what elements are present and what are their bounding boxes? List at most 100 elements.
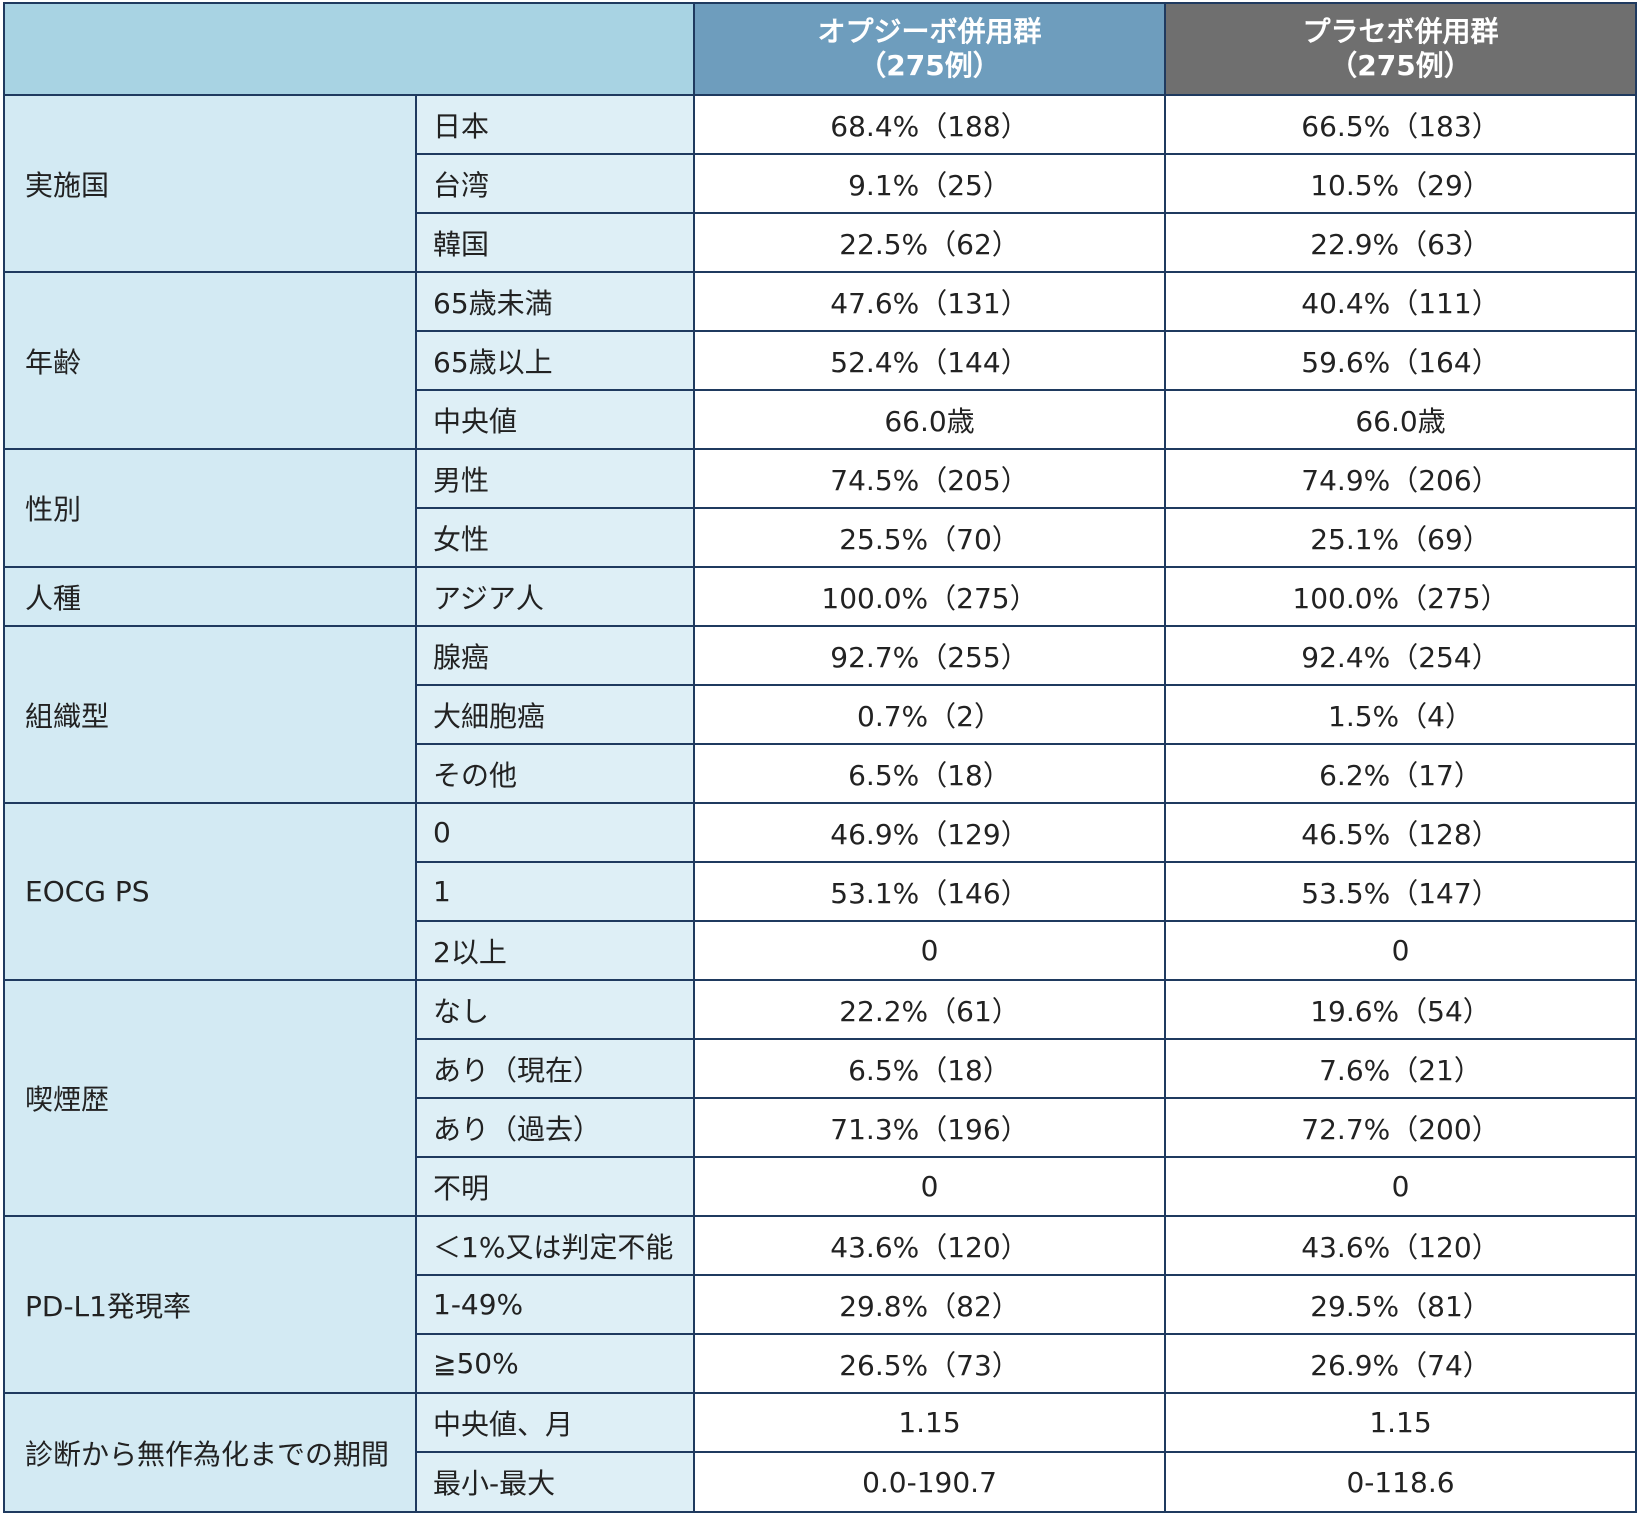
header-opdivo-group-name: オプジーボ併用群 bbox=[817, 15, 1042, 48]
placebo-value: 92.4%（254） bbox=[1164, 625, 1637, 686]
placebo-value: 74.9%（206） bbox=[1164, 448, 1637, 509]
table-row: あり（現在） 6.5%（18） 7.6%（21） bbox=[4, 1038, 1637, 1099]
opdivo-value: 26.5%（73） bbox=[693, 1333, 1166, 1394]
subcategory-label: アジア人 bbox=[415, 566, 695, 627]
category-label: PD-L1発現率 bbox=[3, 1215, 417, 1394]
placebo-value: 100.0%（275） bbox=[1164, 566, 1637, 627]
header-placebo-group-count: （275例） bbox=[1329, 49, 1472, 82]
subcategory-label: 中央値、月 bbox=[415, 1392, 695, 1453]
opdivo-value: 52.4%（144） bbox=[693, 330, 1166, 391]
opdivo-value: 25.5%（70） bbox=[693, 507, 1166, 568]
table-row: 中央値 66.0歳 66.0歳 bbox=[4, 389, 1637, 450]
subcategory-label: 台湾 bbox=[415, 153, 695, 214]
placebo-value: 59.6%（164） bbox=[1164, 330, 1637, 391]
category-label: 実施国 bbox=[3, 94, 417, 273]
opdivo-value: 29.8%（82） bbox=[693, 1274, 1166, 1335]
subcategory-label: ＜1%又は判定不能 bbox=[415, 1215, 695, 1276]
subcategory-label: 65歳以上 bbox=[415, 330, 695, 391]
opdivo-value: 66.0歳 bbox=[693, 389, 1166, 450]
table-row: 診断から無作為化までの期間 中央値、月 1.15 1.15 bbox=[3, 1392, 1637, 1513]
placebo-value: 25.1%（69） bbox=[1164, 507, 1637, 568]
placebo-value: 46.5%（128） bbox=[1164, 802, 1637, 863]
subcategory-label: 最小-最大 bbox=[415, 1451, 695, 1513]
header-opdivo-group-count: （275例） bbox=[858, 49, 1001, 82]
placebo-value: 10.5%（29） bbox=[1164, 153, 1637, 214]
header-row: オプジーボ併用群 （275例） プラセボ併用群 （275例） bbox=[3, 2, 1637, 96]
opdivo-value: 22.5%（62） bbox=[693, 212, 1166, 273]
table-row: 台湾 9.1%（25） 10.5%（29） bbox=[4, 153, 1637, 214]
subcategory-label: ≧50% bbox=[415, 1333, 695, 1394]
subcategory-label: 腺癌 bbox=[415, 625, 695, 686]
placebo-value: 40.4%（111） bbox=[1164, 271, 1637, 332]
opdivo-value: 46.9%（129） bbox=[693, 802, 1166, 863]
opdivo-value: 92.7%（255） bbox=[693, 625, 1166, 686]
subcategory-label: 65歳未満 bbox=[415, 271, 695, 332]
subcategory-label: 0 bbox=[415, 802, 695, 863]
table-row: 女性 25.5%（70） 25.1%（69） bbox=[4, 507, 1637, 568]
subcategory-label: あり（現在） bbox=[415, 1038, 695, 1099]
subcategory-label: 韓国 bbox=[415, 212, 695, 273]
placebo-value: 29.5%（81） bbox=[1164, 1274, 1637, 1335]
table-row: 年齢 65歳未満 47.6%（131） 40.4%（111） bbox=[3, 271, 1637, 450]
opdivo-value: 68.4%（188） bbox=[693, 94, 1166, 155]
category-label: 組織型 bbox=[3, 625, 417, 804]
table-row: 最小-最大 0.0-190.7 0-118.6 bbox=[4, 1451, 1637, 1513]
category-label: 性別 bbox=[3, 448, 417, 568]
opdivo-value: 9.1%（25） bbox=[693, 153, 1166, 214]
category-label: EOCG PS bbox=[3, 802, 417, 981]
table-row: 組織型 腺癌 92.7%（255） 92.4%（254） bbox=[3, 625, 1637, 804]
table-row: 2以上 0 0 bbox=[4, 920, 1637, 981]
opdivo-value: 6.5%（18） bbox=[693, 1038, 1166, 1099]
opdivo-value: 71.3%（196） bbox=[693, 1097, 1166, 1158]
category-label: 年齢 bbox=[3, 271, 417, 450]
opdivo-value: 0 bbox=[693, 1156, 1166, 1217]
table-row: 1-49% 29.8%（82） 29.5%（81） bbox=[4, 1274, 1637, 1335]
table-row: 大細胞癌 0.7%（2） 1.5%（4） bbox=[4, 684, 1637, 745]
opdivo-value: 0.7%（2） bbox=[693, 684, 1166, 745]
header-opdivo-group: オプジーボ併用群 （275例） bbox=[693, 2, 1166, 96]
opdivo-value: 47.6%（131） bbox=[693, 271, 1166, 332]
opdivo-value: 100.0%（275） bbox=[693, 566, 1166, 627]
table-row: ≧50% 26.5%（73） 26.9%（74） bbox=[4, 1333, 1637, 1394]
table-row: EOCG PS 0 46.9%（129） 46.5%（128） bbox=[3, 802, 1637, 981]
placebo-value: 53.5%（147） bbox=[1164, 861, 1637, 922]
placebo-value: 7.6%（21） bbox=[1164, 1038, 1637, 1099]
opdivo-value: 53.1%（146） bbox=[693, 861, 1166, 922]
placebo-value: 0 bbox=[1164, 1156, 1637, 1217]
table-row: 1 53.1%（146） 53.5%（147） bbox=[4, 861, 1637, 922]
table-row: あり（過去） 71.3%（196） 72.7%（200） bbox=[4, 1097, 1637, 1158]
opdivo-value: 0 bbox=[693, 920, 1166, 981]
opdivo-value: 22.2%（61） bbox=[693, 979, 1166, 1040]
subcategory-label: 1 bbox=[415, 861, 695, 922]
opdivo-value: 0.0-190.7 bbox=[693, 1451, 1166, 1513]
placebo-value: 0-118.6 bbox=[1164, 1451, 1637, 1513]
table-row: その他 6.5%（18） 6.2%（17） bbox=[4, 743, 1637, 804]
placebo-value: 66.5%（183） bbox=[1164, 94, 1637, 155]
opdivo-value: 6.5%（18） bbox=[693, 743, 1166, 804]
table-row: 実施国 日本 68.4%（188） 66.5%（183） bbox=[3, 94, 1637, 273]
subcategory-label: 日本 bbox=[415, 94, 695, 155]
subcategory-label: 大細胞癌 bbox=[415, 684, 695, 745]
category-label: 診断から無作為化までの期間 bbox=[3, 1392, 417, 1513]
placebo-value: 26.9%（74） bbox=[1164, 1333, 1637, 1394]
placebo-value: 0 bbox=[1164, 920, 1637, 981]
placebo-value: 43.6%（120） bbox=[1164, 1215, 1637, 1276]
opdivo-value: 74.5%（205） bbox=[693, 448, 1166, 509]
header-placebo-group: プラセボ併用群 （275例） bbox=[1164, 2, 1637, 96]
placebo-value: 22.9%（63） bbox=[1164, 212, 1637, 273]
table-row: 65歳以上 52.4%（144） 59.6%（164） bbox=[4, 330, 1637, 391]
placebo-value: 1.5%（4） bbox=[1164, 684, 1637, 745]
subcategory-label: 2以上 bbox=[415, 920, 695, 981]
subcategory-label: 不明 bbox=[415, 1156, 695, 1217]
table-row: 性別 男性 74.5%（205） 74.9%（206） bbox=[3, 448, 1637, 568]
subcategory-label: なし bbox=[415, 979, 695, 1040]
placebo-value: 6.2%（17） bbox=[1164, 743, 1637, 804]
table-body: 実施国 日本 68.4%（188） 66.5%（183） 台湾 9.1%（25） 10.5%… bbox=[3, 94, 1637, 1513]
category-label: 人種 bbox=[3, 566, 417, 627]
opdivo-value: 1.15 bbox=[693, 1392, 1166, 1453]
patient-characteristics-table: オプジーボ併用群 （275例） プラセボ併用群 （275例） 実施国 日本 68.4… bbox=[3, 2, 1637, 1513]
placebo-value: 1.15 bbox=[1164, 1392, 1637, 1453]
subcategory-label: あり（過去） bbox=[415, 1097, 695, 1158]
table-row: PD-L1発現率 ＜1%又は判定不能 43.6%（120） 43.6%（120） bbox=[3, 1215, 1637, 1394]
table-row: 喫煙歴 なし 22.2%（61） 19.6%（54） bbox=[3, 979, 1637, 1217]
